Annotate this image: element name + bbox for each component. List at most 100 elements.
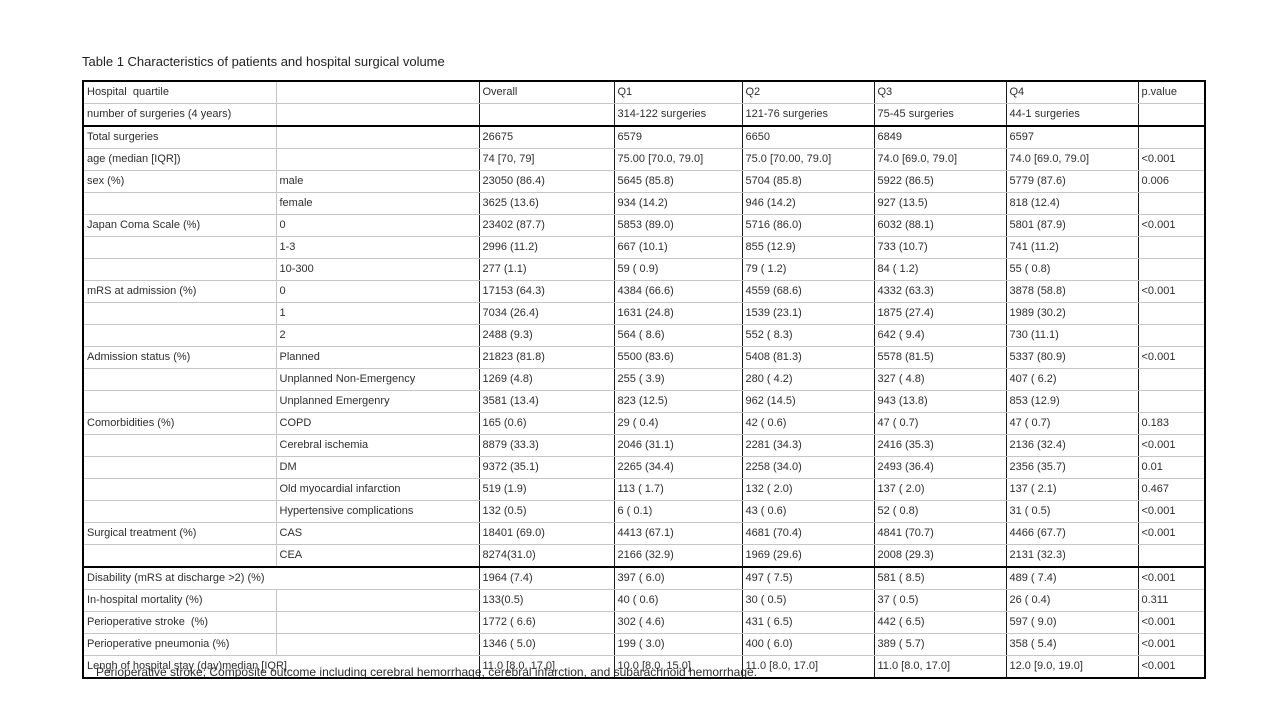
table-row: CEA 8274(31.0) 2166 (32.9) 1969 (29.6) 2008 … xyxy=(83,544,1205,568)
table-cell: <0.001 xyxy=(1138,346,1205,369)
table-header-row: Hospital quartile Overall Q1 Q2 Q3 Q4 p.value xyxy=(83,81,1205,104)
table-cell: 2258 (34.0) xyxy=(742,456,875,479)
table-cell: <0.001 xyxy=(1141,660,1176,672)
table-title: Table 1 Characteristics of patients and … xyxy=(82,54,445,69)
table-cell: 3878 (58.8) xyxy=(1006,280,1139,303)
table-cell: 18401 (69.0) xyxy=(479,522,615,545)
table-cell: 5578 (81.5) xyxy=(874,346,1007,369)
table-cell: 4466 (67.7) xyxy=(1006,522,1139,545)
table-row: female 3625 (13.6) 934 (14.2) 946 (14.2) 927… xyxy=(83,192,1205,215)
table-cell: 55 ( 0.8) xyxy=(1006,258,1139,281)
table-cell xyxy=(1138,126,1205,149)
table-cell: 1346 ( 5.0) xyxy=(479,633,615,656)
table-row: DM 9372 (35.1) 2265 (34.4) 2258 (34.0) 2493 … xyxy=(83,456,1205,479)
table-cell: Unplanned Non-Emergency xyxy=(276,368,480,391)
table-cell: DM xyxy=(276,456,480,479)
table-cell: <0.001 xyxy=(1138,567,1205,590)
table-cell: Disability (mRS at discharge >2) (%) xyxy=(83,567,480,590)
table-cell: 6579 xyxy=(614,126,743,149)
header-cell: Q3 xyxy=(874,81,1007,104)
table-cell: 853 (12.9) xyxy=(1006,390,1139,413)
table-cell: 818 (12.4) xyxy=(1006,192,1139,215)
table-cell: 2136 (32.4) xyxy=(1006,434,1139,457)
table-cell xyxy=(83,258,277,281)
table-cell xyxy=(1138,324,1205,347)
table-cell: 21823 (81.8) xyxy=(479,346,615,369)
table-cell: 497 ( 7.5) xyxy=(742,567,875,590)
table-cell: 40 ( 0.6) xyxy=(614,589,743,612)
table-cell: <0.001 xyxy=(1138,500,1205,523)
table-cell: 29 ( 0.4) xyxy=(614,412,743,435)
table-cell: 5704 (85.8) xyxy=(742,170,875,193)
table-row: Surgical treatment (%) CAS 18401 (69.0) 441… xyxy=(83,522,1205,545)
table-cell: 431 ( 6.5) xyxy=(742,611,875,634)
table-cell xyxy=(83,478,277,501)
table-row: Total surgeries 26675 6579 6650 6849 6597 xyxy=(83,126,1205,149)
table-cell: 6849 xyxy=(874,126,1007,149)
header-cell: Hospital quartile xyxy=(83,81,277,104)
table-cell xyxy=(83,324,277,347)
table-cell: 962 (14.5) xyxy=(742,390,875,413)
table-cell: 581 ( 8.5) xyxy=(874,567,1007,590)
table-cell: 2008 (29.3) xyxy=(874,544,1007,568)
table-cell: 389 ( 5.7) xyxy=(874,633,1007,656)
table-row: mRS at admission (%) 0 17153 (64.3) 4384 (6… xyxy=(83,280,1205,303)
table-cell: 358 ( 5.4) xyxy=(1006,633,1139,656)
table-cell xyxy=(1138,192,1205,215)
table-cell: <0.001 xyxy=(1138,280,1205,303)
table-cell: 1269 (4.8) xyxy=(479,368,615,391)
header-cell: Q1 xyxy=(614,81,743,104)
table-cell: 2166 (32.9) xyxy=(614,544,743,568)
table-cell: 43 ( 0.6) xyxy=(742,500,875,523)
table-cell: 7034 (26.4) xyxy=(479,302,615,325)
table-cell: Cerebral ischemia xyxy=(276,434,480,457)
table-cell xyxy=(83,192,277,215)
table-cell: 855 (12.9) xyxy=(742,236,875,259)
table-cell: <0.001 xyxy=(1138,434,1205,457)
table-cell: 597 ( 9.0) xyxy=(1006,611,1139,634)
table-cell: Total surgeries xyxy=(83,126,277,149)
table-cell: 133(0.5) xyxy=(479,589,615,612)
table-cell: 8274(31.0) xyxy=(479,544,615,568)
table-cell: 2356 (35.7) xyxy=(1006,456,1139,479)
table-row: Comorbidities (%) COPD 165 (0.6) 29 ( 0.4) 4… xyxy=(83,412,1205,435)
table-cell: 10.0 [8.0, 15.0] xyxy=(614,655,743,678)
table-cell: 5716 (86.0) xyxy=(742,214,875,237)
table-cell: 23402 (87.7) xyxy=(479,214,615,237)
table-cell: In-hospital mortality (%) xyxy=(83,589,277,612)
table-cell: <0.001 xyxy=(1138,633,1205,656)
table-cell: 59 ( 0.9) xyxy=(614,258,743,281)
table-cell: 4332 (63.3) xyxy=(874,280,1007,303)
table-cell: 741 (11.2) xyxy=(1006,236,1139,259)
table-cell: 442 ( 6.5) xyxy=(874,611,1007,634)
table-cell: Admission status (%) xyxy=(83,346,277,369)
table-cell: 17153 (64.3) xyxy=(479,280,615,303)
header-cell: p.value xyxy=(1138,81,1205,104)
table-cell: 4841 (70.7) xyxy=(874,522,1007,545)
table-cell: 2046 (31.1) xyxy=(614,434,743,457)
table-cell: 1539 (23.1) xyxy=(742,302,875,325)
table-cell: 2493 (36.4) xyxy=(874,456,1007,479)
table-cell: 5922 (86.5) xyxy=(874,170,1007,193)
table-row: Perioperative pneumonia (%) 1346 ( 5.0) 19… xyxy=(83,633,1205,656)
table-cell: 5853 (89.0) xyxy=(614,214,743,237)
table-cell: 733 (10.7) xyxy=(874,236,1007,259)
header-cell xyxy=(276,81,480,104)
table-cell: 927 (13.5) xyxy=(874,192,1007,215)
table-cell: 5408 (81.3) xyxy=(742,346,875,369)
table-cell: 407 ( 6.2) xyxy=(1006,368,1139,391)
table-cell: 23050 (86.4) xyxy=(479,170,615,193)
table-cell: number of surgeries (4 years) xyxy=(83,103,277,127)
table-cell: 302 ( 4.6) xyxy=(614,611,743,634)
table-cell xyxy=(276,126,480,149)
table-cell: sex (%) xyxy=(83,170,277,193)
table-row: Old myocardial infarction 519 (1.9) 113 ( … xyxy=(83,478,1205,501)
table-cell xyxy=(1138,103,1205,127)
table-cell: 0.467 xyxy=(1138,478,1205,501)
table-cell: 79 ( 1.2) xyxy=(742,258,875,281)
table-cell: 3581 (13.4) xyxy=(479,390,615,413)
table-cell: 400 ( 6.0) xyxy=(742,633,875,656)
table-cell: 6597 xyxy=(1006,126,1139,149)
table-cell: COPD xyxy=(276,412,480,435)
table-cell: 2996 (11.2) xyxy=(479,236,615,259)
